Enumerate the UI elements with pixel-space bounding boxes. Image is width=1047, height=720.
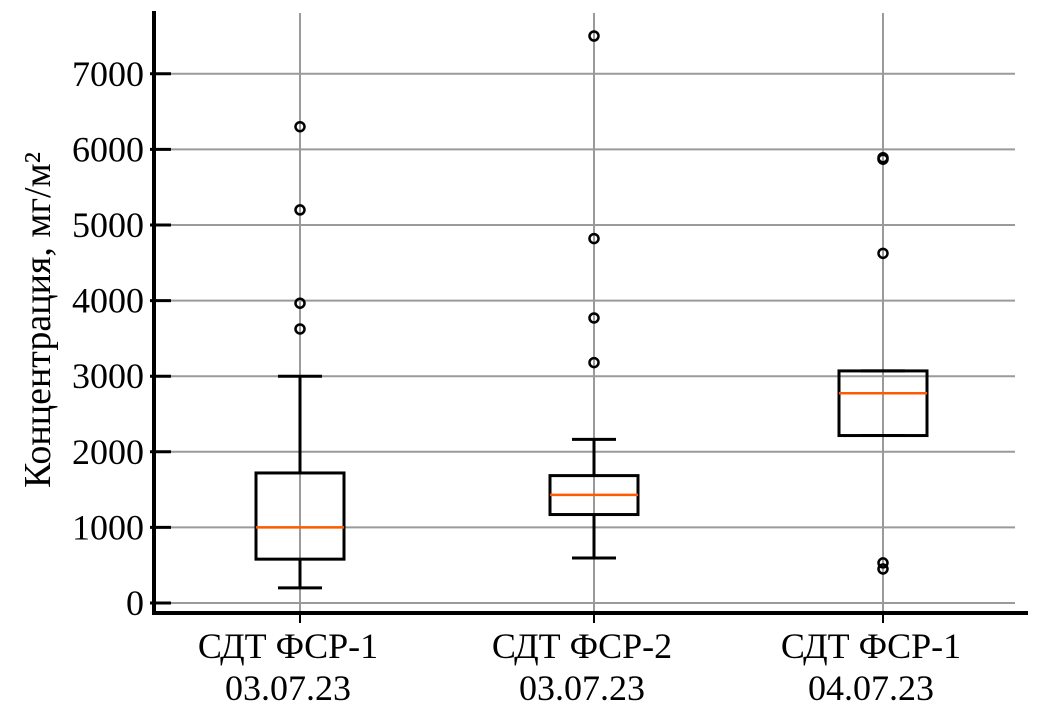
x-tick-label-line2: 04.07.23	[808, 668, 934, 708]
x-tick-label-line1: СДТ ФСР-1	[781, 626, 961, 666]
y-tick-label: 1000	[72, 507, 144, 547]
axes	[150, 11, 1028, 623]
box-group	[548, 30, 640, 560]
outlier-point	[294, 120, 306, 133]
outlier-point	[877, 557, 889, 569]
outlier-point	[877, 563, 889, 575]
y-tick-label: 6000	[72, 129, 144, 169]
box-iqr	[254, 471, 346, 561]
outlier-point	[294, 204, 306, 216]
outlier-point	[877, 247, 889, 260]
boxes	[254, 30, 929, 590]
box-group	[837, 151, 929, 575]
x-tick-label-line1: СДТ ФСР-2	[492, 626, 672, 666]
y-tick-label: 3000	[72, 356, 144, 396]
outlier-point	[588, 30, 600, 42]
y-tick-label: 7000	[72, 54, 144, 94]
y-tick-label: 4000	[72, 281, 144, 321]
outlier-point	[588, 232, 600, 245]
outlier-point	[294, 297, 306, 309]
outlier-point	[294, 323, 306, 335]
x-tick-label-line2: 03.07.23	[519, 668, 645, 708]
outlier-point	[588, 312, 600, 324]
y-tick-label: 0	[126, 583, 144, 623]
x-tick-label-line1: СДТ ФСР-1	[198, 626, 378, 666]
box-iqr	[837, 369, 929, 438]
grid	[154, 13, 1015, 613]
y-tick-label: 5000	[72, 205, 144, 245]
y-tick-labels: 0 1000 2000 3000 4000 5000 6000 7000	[72, 54, 144, 623]
box-group	[254, 120, 346, 590]
outlier-point	[588, 356, 600, 369]
x-tick-label-line2: 03.07.23	[225, 668, 351, 708]
y-tick-label: 2000	[72, 432, 144, 472]
outlier-point	[877, 151, 889, 164]
y-axis-label: Концентрация, мг/м²	[17, 152, 59, 488]
